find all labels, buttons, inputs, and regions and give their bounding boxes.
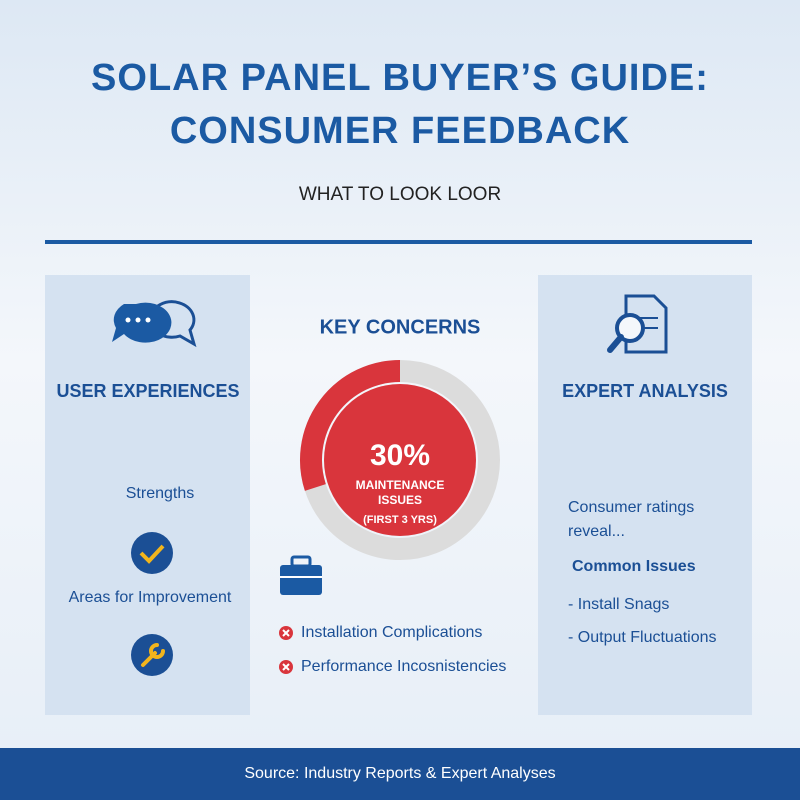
ring-center <box>324 384 476 536</box>
chat-icon <box>112 300 197 348</box>
item: Strengths <box>126 485 194 502</box>
share-caption: (FIRST 3 YRS) <box>363 514 437 526</box>
document-icon <box>607 294 668 354</box>
issue: - Output Fluctuations <box>568 629 717 646</box>
item: Areas for Improvement <box>69 589 232 606</box>
concern: Installation Complications <box>301 624 482 641</box>
share-caption: ISSUES <box>378 493 422 507</box>
x-icon <box>279 626 293 640</box>
share-arc <box>300 360 401 491</box>
panel-heading: USER EXPERIENCES <box>56 381 239 401</box>
subtitle: WHAT TO LOOK LOOR <box>299 184 501 205</box>
wrench-icon <box>131 634 173 676</box>
footer-band <box>0 748 800 800</box>
issue: - Install Snags <box>568 596 669 613</box>
subheading: Common Issues <box>572 558 696 575</box>
footer-source: Source: Industry Reports & Expert Analys… <box>244 765 555 782</box>
panel <box>538 275 752 715</box>
share-label: 30% <box>370 439 430 472</box>
divider <box>45 240 752 244</box>
title-line: SOLAR PANEL BUYER’S GUIDE: <box>91 57 709 99</box>
share-caption: MAINTENANCE <box>356 478 445 492</box>
concern: Performance Incosnistencies <box>301 658 506 675</box>
title-line: CONSUMER FEEDBACK <box>170 110 630 152</box>
check-icon <box>131 532 173 574</box>
toolbox-icon <box>280 555 322 595</box>
summary: Consumer ratings <box>568 499 694 516</box>
panel-heading: EXPERT ANALYSIS <box>562 381 728 401</box>
summary: reveal... <box>568 523 625 540</box>
section-heading: KEY CONCERNS <box>320 316 481 338</box>
x-icon <box>279 660 293 674</box>
